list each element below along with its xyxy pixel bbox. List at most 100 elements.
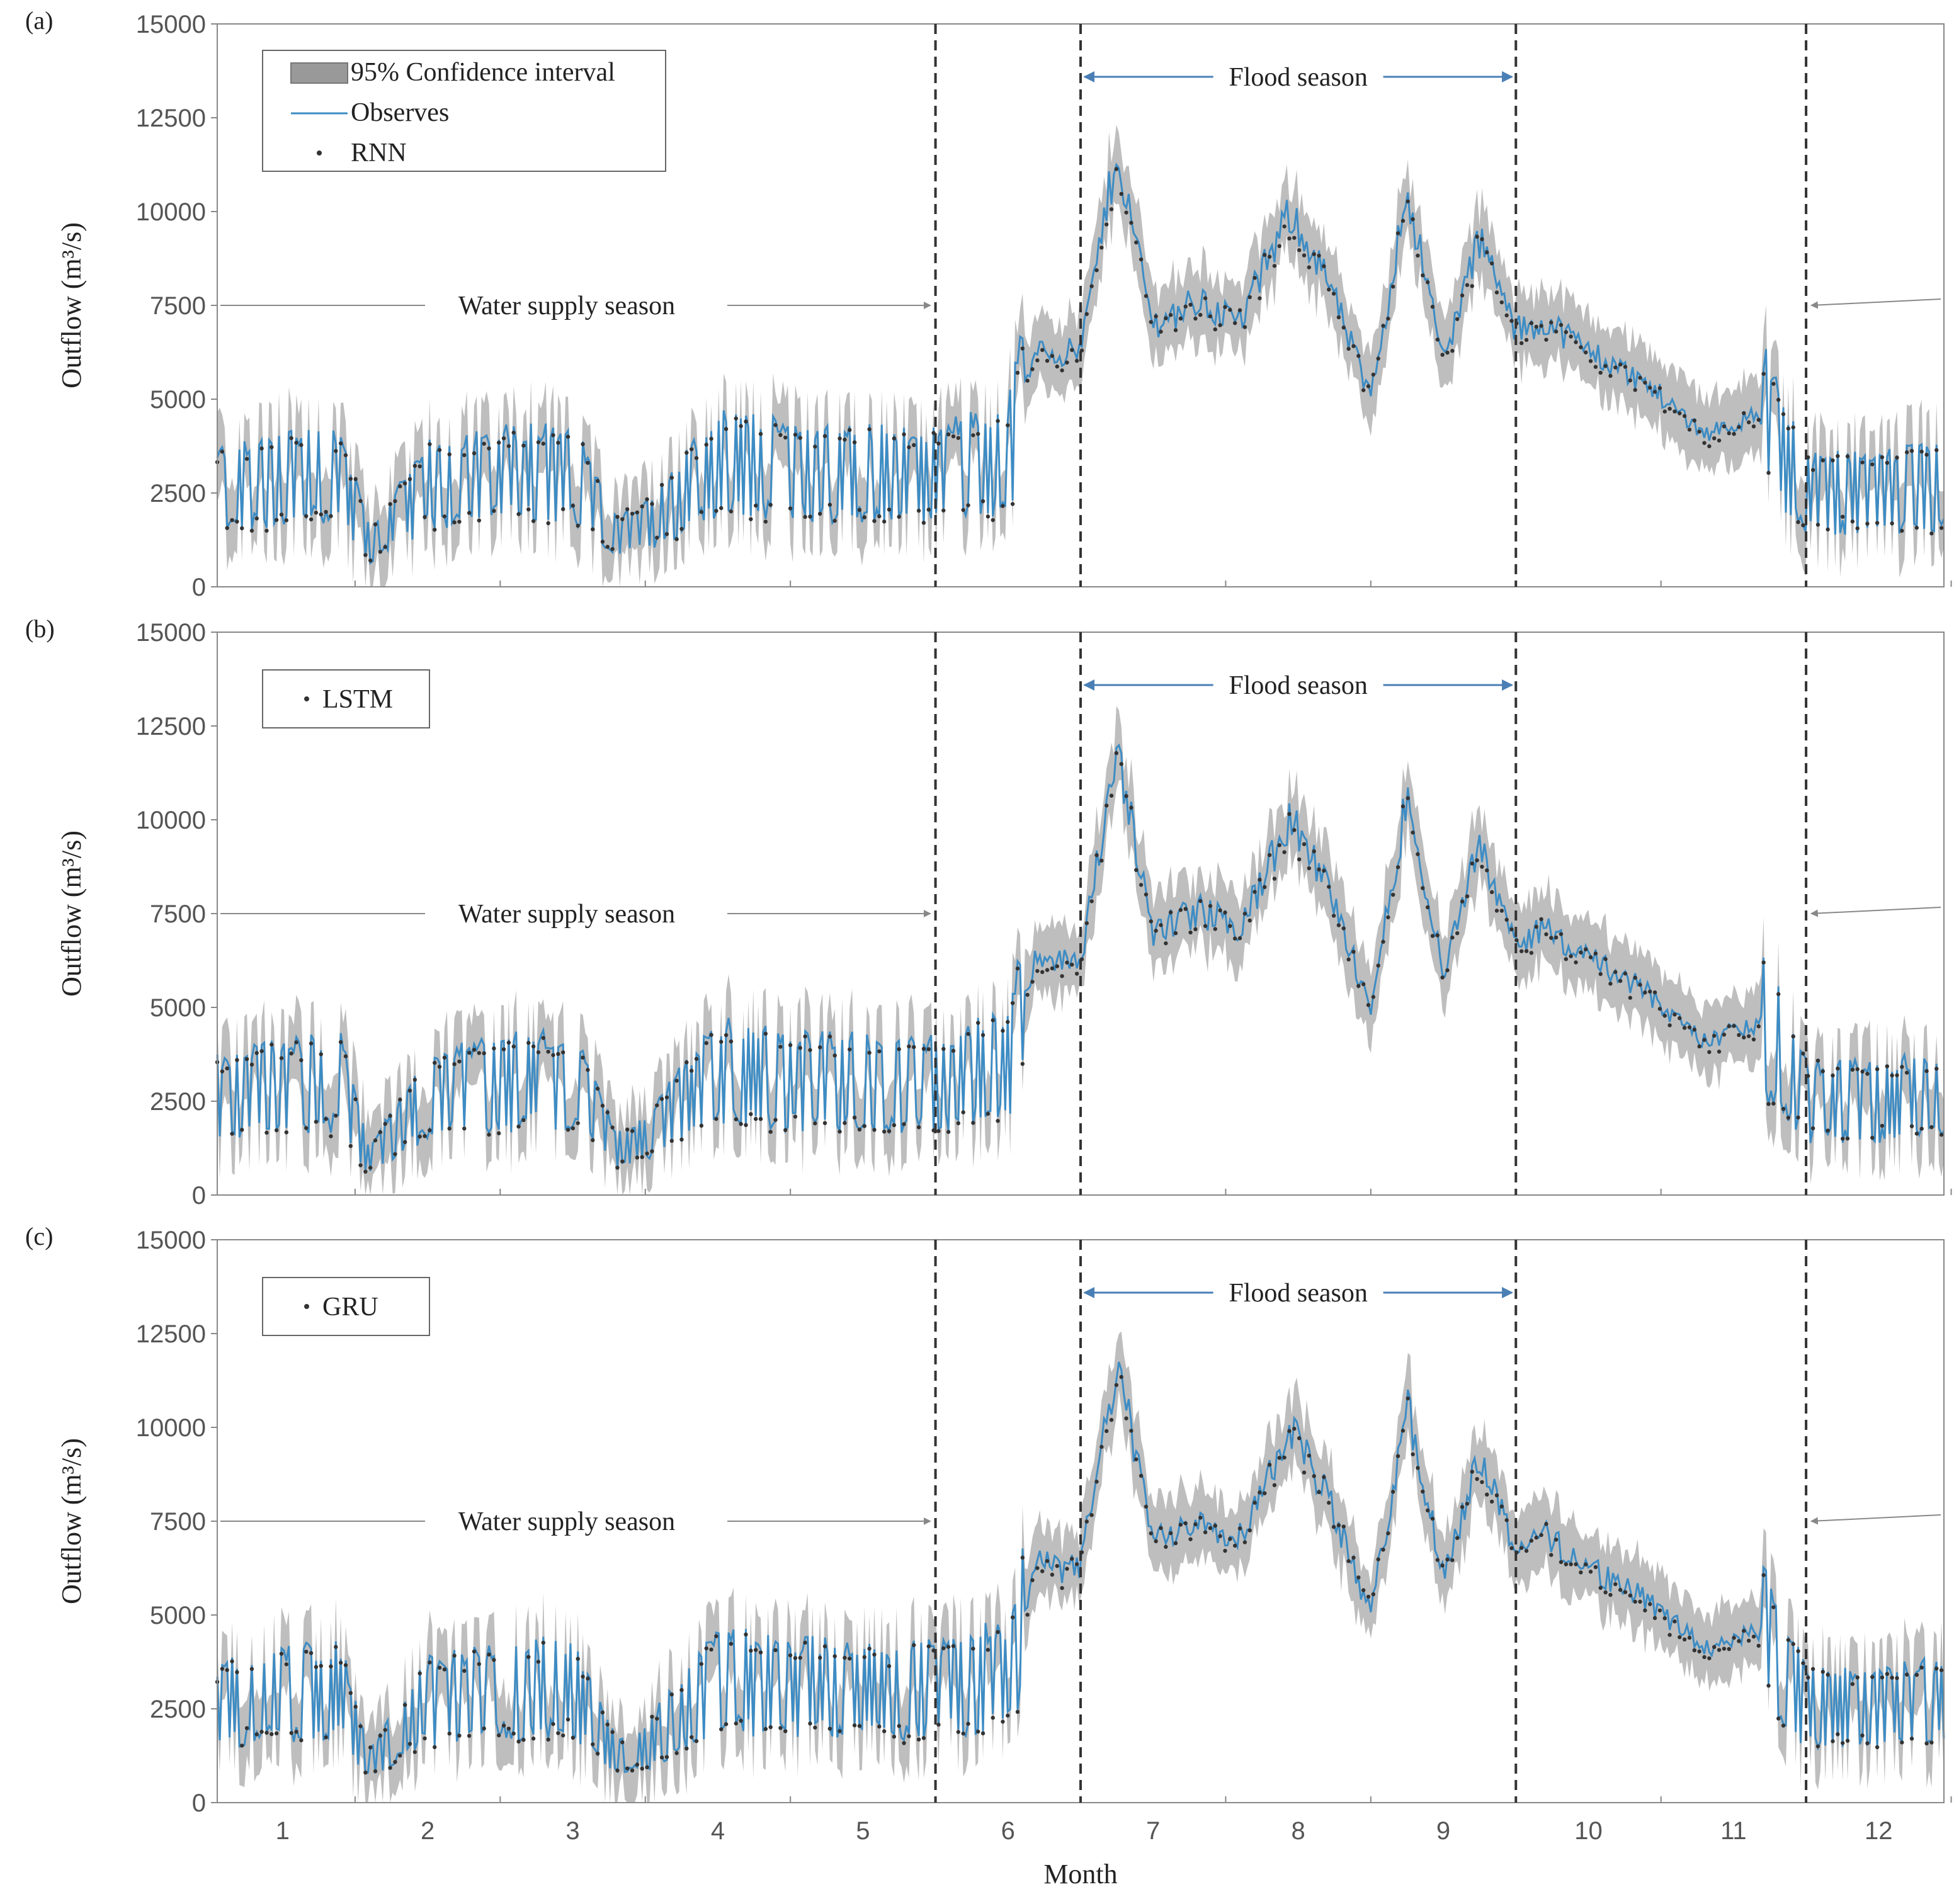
- water-supply-arrow-return: [1810, 298, 1941, 309]
- series-gru-point: [650, 1714, 654, 1719]
- series-gru-point: [600, 1710, 605, 1714]
- series-gru-point: [926, 1644, 931, 1648]
- series-lstm-point: [1455, 931, 1460, 936]
- series-lstm-point: [615, 1165, 620, 1170]
- series-gru-point: [1870, 1675, 1875, 1679]
- series-rnn-point: [1144, 293, 1149, 298]
- series-lstm-point: [309, 1041, 314, 1046]
- series-rnn-point: [1579, 345, 1583, 349]
- series-rnn-point: [956, 436, 961, 440]
- series-rnn-point: [768, 502, 773, 507]
- series-lstm-point: [640, 1155, 644, 1159]
- series-gru-point: [343, 1663, 348, 1667]
- series-lstm-point: [1391, 892, 1395, 897]
- series-gru-point: [289, 1731, 293, 1735]
- x-tick-label: 5: [856, 1817, 870, 1845]
- series-rnn-point: [1628, 378, 1633, 383]
- series-rnn-point: [1840, 514, 1845, 519]
- series-rnn-point: [1904, 450, 1909, 455]
- series-lstm-point: [417, 1134, 422, 1139]
- series-rnn-point: [1129, 220, 1133, 225]
- panel-c: 0 2500 5000 7500 10000 12500 15000 Outflow (m³/…: [25, 1222, 1952, 1890]
- series-lstm-point: [655, 1103, 659, 1108]
- series-gru-point: [907, 1734, 911, 1738]
- series-lstm-point: [1425, 905, 1430, 910]
- series-gru-point: [581, 1674, 585, 1679]
- series-lstm-point: [1119, 762, 1123, 766]
- series-lstm-point: [1924, 1068, 1929, 1074]
- series-lstm-point: [1895, 1073, 1899, 1077]
- series-gru-point: [1317, 1490, 1321, 1495]
- series-rnn-point: [437, 448, 442, 452]
- series-rnn-point: [1751, 424, 1756, 429]
- series-gru-point: [694, 1739, 699, 1743]
- series-gru-point: [220, 1667, 225, 1671]
- series-rnn-point: [230, 518, 234, 523]
- series-lstm-point: [1331, 914, 1336, 918]
- series-lstm-point: [980, 1033, 986, 1038]
- x-tick-label: 7: [1146, 1817, 1160, 1845]
- series-lstm-point: [753, 1116, 758, 1121]
- series-gru-point: [620, 1740, 625, 1745]
- series-gru-point: [788, 1653, 793, 1658]
- series-rnn-point: [482, 441, 486, 446]
- series-gru-point: [571, 1735, 576, 1740]
- series-lstm-point: [1746, 1034, 1751, 1038]
- series-rnn-point: [1331, 292, 1336, 296]
- series-lstm-point: [1574, 960, 1578, 965]
- series-gru-point: [1208, 1526, 1213, 1531]
- flood-season-label: Flood season: [1229, 1279, 1368, 1308]
- series-lstm-point: [1263, 885, 1267, 890]
- series-rnn-point: [324, 509, 328, 514]
- series-rnn-point: [620, 517, 625, 521]
- series-lstm-point: [1406, 796, 1410, 800]
- series-rnn-point: [679, 526, 684, 531]
- series-gru-point: [1524, 1548, 1529, 1553]
- series-lstm-point: [1865, 1072, 1870, 1076]
- series-rnn-point: [753, 503, 758, 508]
- series-lstm-point: [1643, 990, 1647, 995]
- series-lstm-point: [645, 1151, 649, 1156]
- series-gru-point: [773, 1648, 778, 1653]
- x-tick-label: 11: [1720, 1817, 1747, 1845]
- series-lstm-point: [749, 1112, 753, 1116]
- legend-model-marker: [304, 1304, 309, 1309]
- series-rnn-point: [1030, 367, 1035, 371]
- series-gru-point: [1801, 1661, 1805, 1665]
- series-rnn-point: [1455, 317, 1460, 321]
- series-lstm-point: [1475, 858, 1479, 863]
- series-gru-point: [1010, 1615, 1015, 1619]
- series-rnn-point: [254, 516, 259, 521]
- series-lstm-point: [1070, 962, 1074, 967]
- series-lstm-point: [1089, 899, 1094, 904]
- series-rnn-point: [1406, 199, 1410, 204]
- series-gru-point: [1485, 1492, 1489, 1497]
- series-lstm-point: [1919, 1126, 1924, 1131]
- series-rnn-point: [1381, 324, 1385, 328]
- series-lstm-point: [674, 1079, 679, 1083]
- series-rnn-point: [936, 441, 941, 446]
- series-gru-point: [1188, 1537, 1193, 1541]
- series-rnn-point: [571, 503, 576, 508]
- series-lstm-point: [289, 1051, 293, 1056]
- series-rnn-point: [719, 506, 724, 511]
- series-rnn-point: [1870, 462, 1875, 467]
- series-lstm-point: [363, 1169, 368, 1174]
- series-lstm-point: [1065, 960, 1069, 965]
- series-lstm-point: [1588, 955, 1593, 960]
- series-lstm-point: [1781, 1107, 1786, 1111]
- series-rnn-point: [447, 452, 452, 456]
- series-rnn-point: [1440, 353, 1445, 357]
- series-rnn-point: [1549, 320, 1554, 325]
- series-lstm-point: [1667, 1023, 1672, 1028]
- series-lstm-point: [393, 1152, 397, 1157]
- series-rnn-point: [1208, 314, 1213, 319]
- series-lstm-point: [324, 1116, 328, 1121]
- series-rnn-point: [640, 504, 644, 509]
- series-gru-point: [817, 1655, 822, 1660]
- series-rnn-point: [1722, 424, 1727, 429]
- series-rnn-point: [734, 416, 738, 421]
- series-rnn-point: [655, 535, 659, 540]
- series-rnn-point: [926, 507, 931, 512]
- series-lstm-point: [531, 1044, 536, 1049]
